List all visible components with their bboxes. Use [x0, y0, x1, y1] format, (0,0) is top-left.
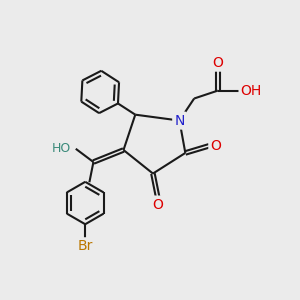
Text: O: O [210, 139, 221, 153]
Text: O: O [152, 198, 163, 212]
Text: OH: OH [241, 84, 262, 98]
Text: Br: Br [77, 239, 93, 253]
Text: HO: HO [52, 142, 71, 155]
Text: N: N [174, 114, 184, 128]
Text: O: O [212, 56, 223, 70]
